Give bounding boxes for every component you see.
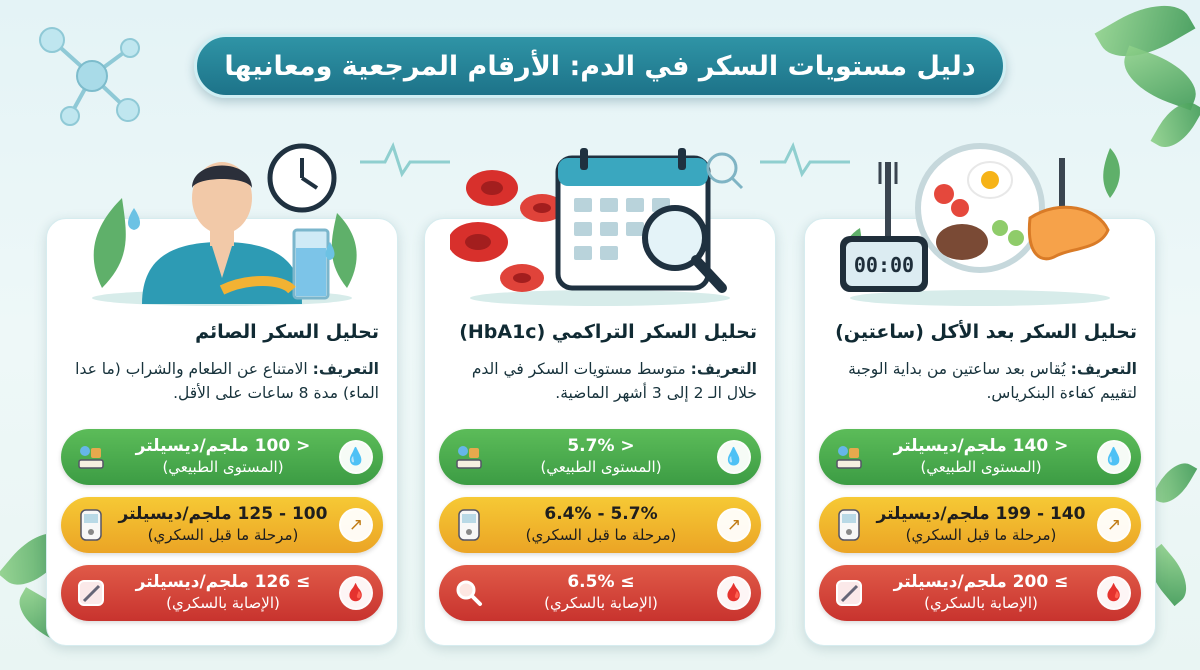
level-value: < 100 ملجم/ديسيلتر — [135, 436, 311, 456]
prediabetes-level-row: ↗ 5.7% - 6.4% (مرحلة ما قبل السكري) — [439, 497, 761, 553]
level-value: ≥ 6.5% — [567, 572, 635, 592]
level-value: ≥ 200 ملجم/ديسيلتر — [893, 572, 1069, 592]
blood-drop-icon: 🩸 — [1097, 576, 1131, 610]
level-status: (الإصابة بالسكري) — [166, 594, 280, 612]
definition-text: الامتناع عن الطعام والشراب (ما عدا الماء… — [75, 360, 379, 402]
leaf-icon — [1150, 455, 1198, 511]
level-status: (المستوى الطبيعي) — [162, 458, 284, 476]
meal-timer-pancreas-icon: 00:00 — [839, 143, 1120, 306]
normal-level-row: 💧 < 5.7% (المستوى الطبيعي) — [439, 429, 761, 485]
level-value: 5.7% - 6.4% — [544, 504, 658, 524]
level-status: (المستوى الطبيعي) — [540, 458, 662, 476]
drop-arrow-icon: ↗ — [339, 508, 373, 542]
scale-icon — [449, 437, 489, 477]
drop-icon: 💧 — [717, 440, 751, 474]
leaf-icon — [1115, 45, 1200, 111]
glucometer-icon — [829, 505, 869, 545]
card-definition: التعريف: الامتناع عن الطعام والشراب (ما … — [65, 357, 379, 405]
diabetes-level-row: 🩸 ≥ 6.5% (الإصابة بالسكري) — [439, 565, 761, 621]
level-status: (المستوى الطبيعي) — [920, 458, 1042, 476]
definition-label: التعريف: — [1070, 360, 1137, 378]
heartbeat-line-icon — [760, 142, 850, 178]
scale-icon — [829, 437, 869, 477]
card-title: تحليل السكر الصائم — [195, 321, 379, 343]
insulin-pen-icon — [829, 573, 869, 613]
drop-icon: 💧 — [1097, 440, 1131, 474]
heartbeat-line-icon — [360, 142, 450, 178]
person-fasting-clock-water-icon — [92, 143, 357, 306]
level-status: (مرحلة ما قبل السكري) — [147, 526, 299, 544]
level-status: (مرحلة ما قبل السكري) — [525, 526, 677, 544]
card-definition: التعريف: متوسط مستويات السكر في الدم خلا… — [443, 357, 757, 405]
definition-text: يُقاس بعد ساعتين من بداية الوجبة لتقييم … — [848, 360, 1137, 402]
prediabetes-level-row: ↗ 140 - 199 ملجم/ديسيلتر (مرحلة ما قبل ال… — [819, 497, 1141, 553]
level-value: 140 - 199 ملجم/ديسيلتر — [876, 504, 1086, 524]
normal-level-row: 💧 < 140 ملجم/ديسيلتر (المستوى الطبيعي) — [819, 429, 1141, 485]
definition-label: التعريف: — [312, 360, 379, 378]
prediabetes-level-row: ↗ 100 - 125 ملجم/ديسيلتر (مرحلة ما قبل ال… — [61, 497, 383, 553]
diabetes-level-row: 🩸 ≥ 126 ملجم/ديسيلتر (الإصابة بالسكري) — [61, 565, 383, 621]
card-title: تحليل السكر بعد الأكل (ساعتين) — [835, 321, 1137, 343]
diabetes-level-row: 🩸 ≥ 200 ملجم/ديسيلتر (الإصابة بالسكري) — [819, 565, 1141, 621]
molecule-icon — [39, 27, 140, 126]
timer-display: 00:00 — [854, 253, 914, 277]
magnifier-icon — [449, 573, 489, 613]
definition-text: متوسط مستويات السكر في الدم خلال الـ 2 إ… — [471, 360, 757, 402]
level-value: < 140 ملجم/ديسيلتر — [893, 436, 1069, 456]
level-value: ≥ 126 ملجم/ديسيلتر — [135, 572, 311, 592]
page-title: دليل مستويات السكر في الدم: الأرقام المر… — [194, 34, 1006, 98]
card-title: تحليل السكر التراكمي (HbA1c) — [459, 321, 757, 343]
level-status: (الإصابة بالسكري) — [924, 594, 1038, 612]
level-value: < 5.7% — [567, 436, 635, 456]
definition-label: التعريف: — [690, 360, 757, 378]
level-value: 100 - 125 ملجم/ديسيلتر — [118, 504, 328, 524]
glucometer-icon — [71, 505, 111, 545]
drop-arrow-icon: ↗ — [717, 508, 751, 542]
level-status: (مرحلة ما قبل السكري) — [905, 526, 1057, 544]
level-status: (الإصابة بالسكري) — [544, 594, 658, 612]
drop-arrow-icon: ↗ — [1097, 508, 1131, 542]
card-definition: التعريف: يُقاس بعد ساعتين من بداية الوجب… — [823, 357, 1137, 405]
glucometer-icon — [449, 505, 489, 545]
blood-drop-icon: 🩸 — [339, 576, 373, 610]
scale-icon — [71, 437, 111, 477]
blood-cells-calendar-magnifier-icon — [450, 148, 744, 306]
drop-icon: 💧 — [339, 440, 373, 474]
blood-drop-icon: 🩸 — [717, 576, 751, 610]
insulin-pen-icon — [71, 573, 111, 613]
normal-level-row: 💧 < 100 ملجم/ديسيلتر (المستوى الطبيعي) — [61, 429, 383, 485]
